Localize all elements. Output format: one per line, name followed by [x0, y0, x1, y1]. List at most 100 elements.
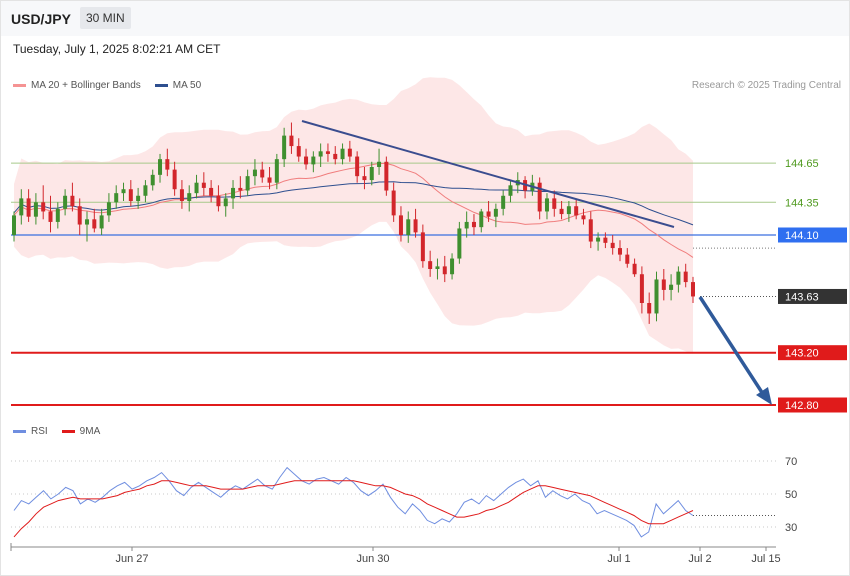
candle	[106, 193, 111, 222]
candle	[41, 185, 46, 220]
candle-body	[661, 279, 666, 290]
legend-rsi: RSI	[13, 426, 48, 437]
candle	[289, 122, 294, 154]
candle-body	[150, 174, 155, 186]
candle	[340, 143, 345, 165]
candle-body	[179, 189, 184, 201]
candle	[479, 208, 484, 233]
timeframe-button[interactable]: 30 MIN	[80, 7, 131, 29]
candle	[625, 248, 630, 268]
candle	[377, 148, 382, 175]
candle	[420, 224, 425, 268]
candle-body	[398, 215, 403, 235]
candle-body	[691, 282, 695, 297]
candle-body	[486, 211, 491, 217]
candle	[187, 185, 192, 212]
candle	[486, 201, 491, 222]
x-tick-label: Jul 15	[751, 553, 780, 565]
candle-body	[143, 185, 148, 196]
forecast-arrow	[698, 296, 772, 405]
candle-body	[384, 161, 389, 191]
candle-body	[260, 169, 265, 178]
candle-body	[187, 193, 192, 201]
candle-body	[537, 182, 542, 212]
candle	[55, 202, 60, 229]
candle	[172, 161, 177, 196]
resistance-trendline	[301, 120, 675, 228]
candle-body	[267, 177, 272, 183]
top-bar	[0, 0, 850, 36]
candle-body	[48, 211, 53, 222]
candle-body	[274, 159, 279, 183]
timestamp: Tuesday, July 1, 2025 8:02:21 AM CET	[13, 42, 221, 56]
candle	[63, 189, 68, 216]
candle	[552, 190, 557, 217]
candle	[165, 148, 170, 177]
candle-body	[172, 169, 177, 190]
candle	[260, 161, 265, 183]
candle-body	[304, 156, 309, 165]
candle	[566, 201, 571, 222]
candle-body	[647, 303, 652, 314]
candle	[355, 151, 360, 183]
ma20-line	[13, 163, 694, 258]
candle	[574, 198, 579, 220]
candle-body	[33, 202, 38, 217]
candle-body	[639, 274, 644, 303]
candle	[428, 250, 433, 277]
candle	[493, 203, 498, 228]
candle	[669, 274, 674, 301]
candle-body	[493, 208, 498, 217]
candle-body	[128, 189, 133, 201]
candle-body	[194, 182, 199, 194]
candles	[12, 122, 695, 324]
x-tick-label: Jul 1	[607, 553, 630, 565]
candle	[457, 221, 462, 264]
support-label: 142.80	[785, 400, 819, 412]
candle	[501, 190, 506, 216]
candle	[537, 177, 542, 220]
candle-body	[464, 221, 469, 229]
candle-body	[209, 187, 214, 196]
candle-body	[377, 161, 382, 167]
candle-body	[12, 215, 16, 235]
candle-body	[99, 215, 104, 229]
legend-ma20: MA 20 + Bollinger Bands	[13, 80, 141, 91]
candle-body	[552, 198, 557, 209]
candle-body	[282, 135, 287, 160]
candle-body	[566, 206, 571, 215]
candle	[406, 211, 411, 243]
candle	[26, 189, 31, 222]
candle-body	[223, 198, 228, 207]
candle	[179, 180, 184, 209]
candle	[450, 253, 455, 280]
candle	[369, 161, 374, 186]
candle-body	[428, 261, 433, 269]
candle-body	[114, 193, 119, 203]
candle	[347, 140, 352, 162]
candle	[252, 159, 257, 186]
candle-body	[362, 176, 367, 181]
candle-body	[19, 198, 24, 216]
rsi-line	[13, 466, 694, 538]
candle-body	[201, 182, 206, 188]
candle	[559, 201, 564, 220]
candle-body	[508, 185, 513, 196]
candle	[581, 208, 586, 225]
candle	[318, 143, 323, 167]
candle-body	[216, 195, 221, 207]
bollinger-band	[14, 77, 693, 354]
x-tick-label: Jul 2	[688, 553, 711, 565]
research-credit: Research © 2025 Trading Central	[691, 80, 841, 91]
candle	[471, 214, 476, 235]
rsi-tick-label: 70	[785, 456, 797, 468]
candle	[85, 211, 90, 242]
candle-body	[92, 219, 97, 229]
candle-body	[318, 151, 323, 157]
candle-body	[471, 221, 476, 228]
support-badge	[778, 345, 847, 361]
candle-body	[77, 206, 82, 225]
candle	[274, 153, 279, 190]
candle-body	[158, 159, 163, 175]
